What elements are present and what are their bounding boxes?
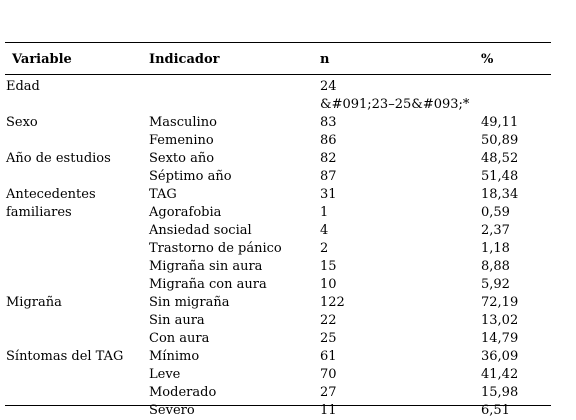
cell-indicador: Mínimo [149,349,200,364]
cell-n: 83 [320,115,337,130]
cell-variable: Antecedentes [6,187,96,202]
table-bottom-rule [5,405,551,406]
cell-n: 70 [320,367,337,382]
cell-percent: 14,79 [481,331,519,346]
cell-n: 1 [320,205,329,220]
cell-percent: 72,19 [481,295,519,310]
cell-percent: 50,89 [481,133,519,148]
cell-n: 82 [320,151,337,166]
cell-percent: 0,59 [481,205,510,220]
cell-percent: 6,51 [481,403,510,418]
cell-indicador: Sin aura [149,313,205,328]
cell-percent: 51,48 [481,169,519,184]
cell-indicador: Moderado [149,385,217,400]
cell-variable: Migraña [6,295,62,310]
cell-percent: 13,02 [481,313,519,328]
cell-variable: Sexo [6,115,38,130]
table-top-rule [5,42,551,43]
cell-indicador: Agorafobia [149,205,222,220]
cell-indicador: Leve [149,367,181,382]
cell-percent: 18,34 [481,187,519,202]
cell-percent: 8,88 [481,259,510,274]
cell-indicador: TAG [149,187,177,202]
cell-percent: 49,11 [481,115,519,130]
header-percent: % [481,52,494,67]
cell-n: 22 [320,313,337,328]
cell-percent: 5,92 [481,277,510,292]
cell-indicador: Sin migraña [149,295,230,310]
table-header-rule [5,74,551,75]
cell-n: 61 [320,349,337,364]
cell-n: 15 [320,259,337,274]
header-indicador: Indicador [149,52,220,67]
cell-n: 27 [320,385,337,400]
cell-percent: 15,98 [481,385,519,400]
cell-n-range: &#091;23–25&#093;* [320,97,470,112]
cell-n: 25 [320,331,337,346]
cell-n: 10 [320,277,337,292]
cell-variable: Año de estudios [6,151,111,166]
cell-percent: 2,37 [481,223,510,238]
cell-indicador: Masculino [149,115,217,130]
cell-percent: 1,18 [481,241,510,256]
cell-indicador: Séptimo año [149,169,232,184]
cell-n: 2 [320,241,329,256]
cell-percent: 48,52 [481,151,519,166]
cell-n: 86 [320,133,337,148]
cell-indicador: Sexto año [149,151,215,166]
cell-n: 4 [320,223,329,238]
cell-indicador: Migraña con aura [149,277,267,292]
cell-variable: Síntomas del TAG [6,349,124,364]
cell-n: 31 [320,187,337,202]
cell-indicador: Migraña sin aura [149,259,263,274]
cell-indicador: Femenino [149,133,214,148]
header-variable: Variable [12,52,72,67]
cell-n: 122 [320,295,345,310]
cell-indicador: Ansiedad social [149,223,252,238]
cell-variable: Edad [6,79,40,94]
cell-indicador: Trastorno de pánico [149,241,282,256]
cell-n: 87 [320,169,337,184]
cell-percent: 36,09 [481,349,519,364]
cell-indicador: Severo [149,403,195,418]
cell-percent: 41,42 [481,367,519,382]
cell-n: 24 [320,79,337,94]
cell-indicador: Con aura [149,331,210,346]
cell-variable: familiares [6,205,72,220]
header-n: n [320,52,330,67]
cell-n: 11 [320,403,337,418]
